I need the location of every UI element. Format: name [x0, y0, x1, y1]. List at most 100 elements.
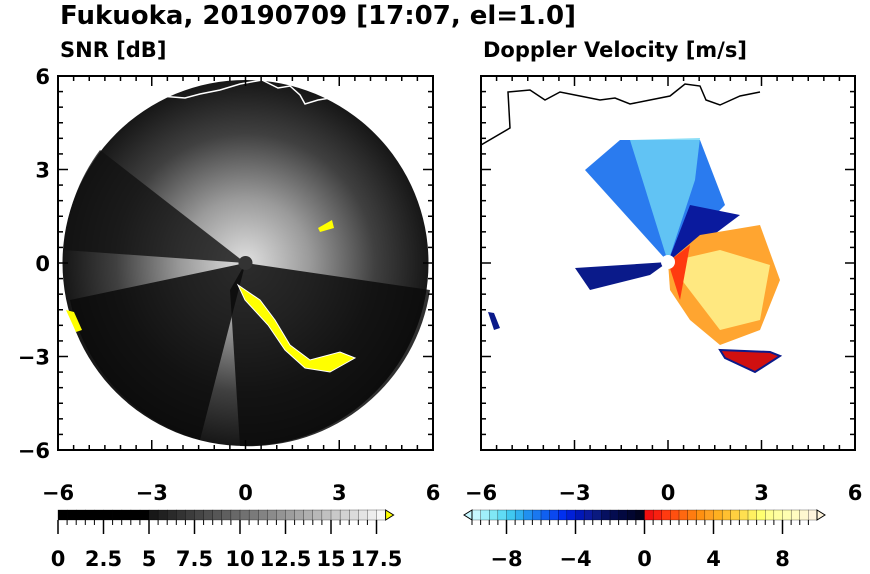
- colorbar-bin: [558, 509, 568, 521]
- colorbar-bin: [94, 509, 104, 521]
- colorbar-over-arrow: [385, 509, 395, 521]
- colorbar-bin: [367, 509, 377, 521]
- colorbar-bin: [790, 509, 801, 521]
- colorbar-bin: [523, 509, 533, 521]
- colorbar-bin: [130, 509, 141, 521]
- axes: −6 −3 0 3 6 6 3 0 −3 −6 −6 −3 0 3 6: [18, 65, 863, 505]
- doppler-approaching-sector: [630, 138, 700, 262]
- colorbar-bin: [730, 509, 740, 521]
- colorbar-bin: [267, 509, 277, 521]
- x-tick-label: 0: [238, 481, 253, 505]
- colorbar-bin: [358, 509, 368, 521]
- colorbar-bin: [489, 509, 499, 521]
- colorbar-bin: [696, 509, 706, 521]
- colorbar-bin: [471, 509, 482, 521]
- colorbar-bin: [661, 509, 671, 521]
- colorbar-bin: [773, 509, 783, 521]
- colorbar-under-arrow: [463, 509, 473, 521]
- colorbar-label: 0: [51, 547, 66, 570]
- colorbar-label: 4: [706, 547, 721, 570]
- colorbar-label: −8: [490, 547, 522, 570]
- colorbar-bin: [739, 509, 749, 521]
- colorbar-bin: [376, 509, 387, 521]
- colorbar-bin: [583, 509, 594, 521]
- snr-plot: [62, 79, 430, 447]
- doppler-approaching-sector: [575, 262, 668, 290]
- snr-echo-yellow: [66, 310, 82, 332]
- colorbar-bin: [670, 509, 680, 521]
- colorbar-bin: [176, 509, 186, 521]
- colorbar-bin: [121, 509, 132, 521]
- colorbar-bin: [276, 509, 286, 521]
- colorbar-bin: [514, 509, 525, 521]
- snr-low-sector: [64, 150, 246, 263]
- radar-site: [661, 255, 675, 269]
- doppler-panel-title: Doppler Velocity [m/s]: [483, 38, 747, 62]
- x-tick-label: −6: [42, 481, 74, 505]
- colorbar-bin: [566, 509, 576, 521]
- snr-colorbar: 0 2.5 5 7.5 10 12.5 15 17.5: [51, 509, 403, 571]
- colorbar-bin: [756, 509, 766, 521]
- colorbar-bin: [221, 509, 232, 521]
- colorbar-label: 10: [225, 547, 254, 570]
- colorbar-bin: [609, 509, 620, 521]
- coastline: [481, 83, 761, 146]
- colorbar-bin: [747, 509, 758, 521]
- x-tick-label: 6: [426, 481, 441, 505]
- colorbar-label: −4: [559, 547, 591, 570]
- x-tick-label: −3: [136, 481, 168, 505]
- radar-site: [238, 256, 253, 270]
- colorbar-bin: [85, 509, 95, 521]
- colorbar-label: 12.5: [260, 547, 312, 570]
- colorbar-bin: [644, 509, 654, 521]
- coastline: [159, 79, 331, 105]
- doppler-edge-echo: [718, 348, 783, 374]
- colorbar-label: 17.5: [351, 547, 403, 570]
- colorbar-bin: [713, 509, 723, 521]
- colorbar-bin: [704, 509, 714, 521]
- colorbar-bin: [678, 509, 689, 521]
- doppler-edge-echo: [488, 312, 500, 330]
- colorbar-label: 0: [637, 547, 652, 570]
- colorbar-bin: [592, 509, 602, 521]
- colorbar-bin: [808, 509, 818, 521]
- y-tick-label: −3: [18, 346, 50, 370]
- colorbar-label: 5: [142, 547, 157, 570]
- colorbar-bin: [339, 509, 350, 521]
- colorbar-bin: [799, 509, 809, 521]
- colorbar-over-arrow: [816, 509, 826, 521]
- colorbar-bin: [203, 509, 214, 521]
- colorbar-bin: [76, 509, 86, 521]
- colorbar-bin: [782, 509, 792, 521]
- snr-echo-yellow: [318, 220, 334, 232]
- colorbar-bin: [294, 509, 305, 521]
- x-tick-label: 3: [332, 481, 347, 505]
- x-tick-label: −6: [465, 481, 497, 505]
- x-tick-label: 3: [754, 481, 769, 505]
- colorbar-bin: [721, 509, 732, 521]
- colorbar-bin: [765, 509, 775, 521]
- x-tick-label: −3: [558, 481, 590, 505]
- colorbar-bin: [601, 509, 611, 521]
- y-tick-label: 6: [35, 65, 50, 89]
- colorbar-bin: [627, 509, 637, 521]
- colorbar-bin: [330, 509, 341, 521]
- colorbar-bin: [66, 509, 77, 521]
- colorbar-bin: [157, 509, 168, 521]
- colorbar-bin: [506, 509, 516, 521]
- colorbar-bin: [112, 509, 123, 521]
- colorbar-bin: [618, 509, 628, 521]
- y-tick-label: 3: [35, 159, 50, 183]
- colorbar-bin: [652, 509, 663, 521]
- snr-panel-title: SNR [dB]: [60, 38, 166, 62]
- colorbar-bin: [148, 509, 159, 521]
- colorbar-bin: [139, 509, 150, 521]
- colorbar-bin: [497, 509, 507, 521]
- colorbar-bin: [532, 509, 542, 521]
- colorbar-bin: [321, 509, 332, 521]
- colorbar-bin: [212, 509, 223, 521]
- snr-low-sector: [70, 263, 246, 440]
- snr-echo-yellow: [236, 283, 357, 373]
- colorbar-bin: [480, 509, 490, 521]
